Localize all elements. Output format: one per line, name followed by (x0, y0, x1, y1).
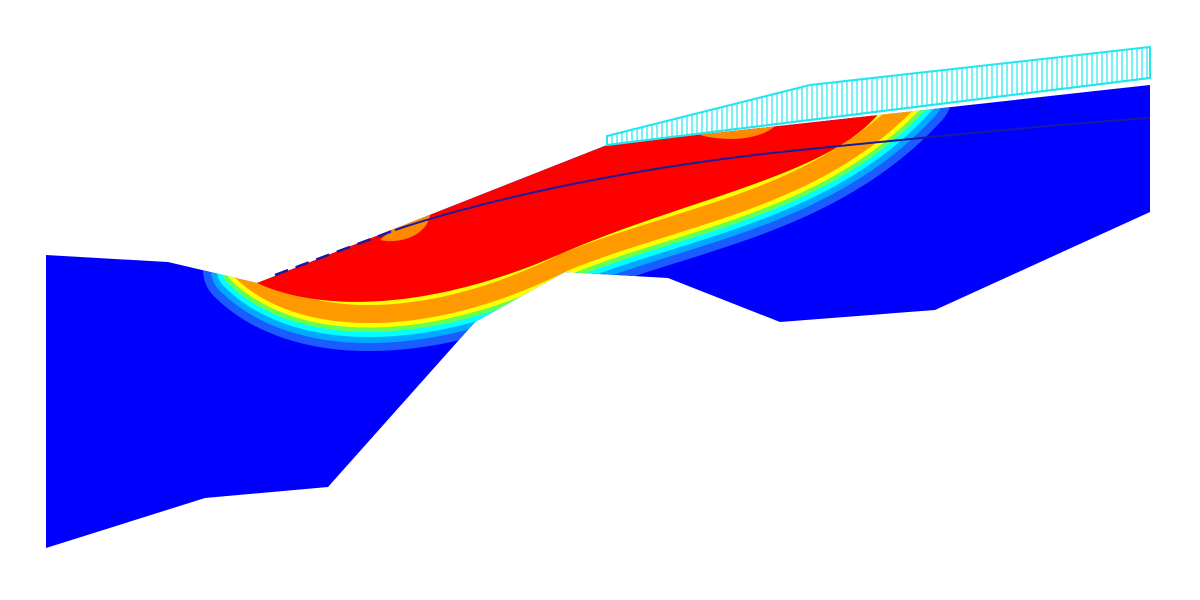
zone-orange-left (380, 214, 430, 242)
water-table (394, 117, 1151, 231)
surface-load (606, 45, 1151, 147)
zone-orange-right (700, 125, 775, 139)
band-orange (231, 86, 924, 323)
soil-body (46, 85, 1150, 548)
load-base (606, 77, 1151, 146)
contour-bands (203, 85, 952, 351)
